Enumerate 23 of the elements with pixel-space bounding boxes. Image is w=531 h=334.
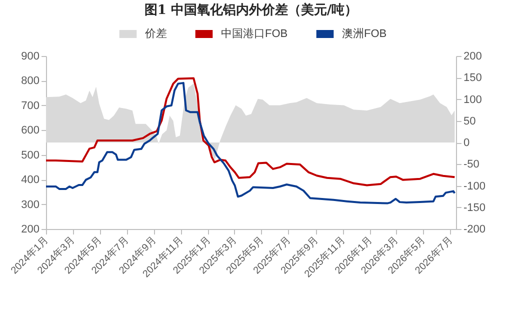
chart-title: 图1 中国氧化铝内外价差（美元/吨） — [144, 2, 358, 18]
y-tick-label: 800 — [21, 75, 40, 88]
y-tick-label: 900 — [21, 50, 40, 62]
y2-tick-label: 0 — [464, 137, 470, 149]
y-tick-label: 200 — [21, 224, 40, 236]
y-tick-label: 600 — [21, 124, 40, 137]
y2-tick-label: -100 — [464, 180, 486, 192]
y2-tick-label: 100 — [464, 94, 482, 106]
y-tick-label: 700 — [21, 100, 40, 112]
y2-tick-label: -50 — [464, 158, 480, 171]
y2-tick-label: 200 — [464, 50, 482, 62]
y2-tick-label: 50 — [464, 115, 476, 128]
y-tick-label: 300 — [21, 198, 40, 211]
y2-tick-label: -200 — [464, 224, 486, 236]
y2-tick-label: -150 — [464, 202, 486, 214]
legend-label: 澳洲FOB — [342, 27, 387, 40]
y-tick-label: 400 — [21, 174, 40, 186]
legend-label: 价差 — [144, 28, 167, 40]
line-series — [45, 77, 456, 186]
y2-tick-label: 150 — [464, 72, 482, 84]
line-series — [45, 82, 456, 204]
legend-label: 中国港口FOB — [221, 27, 288, 40]
y-tick-label: 500 — [21, 149, 40, 162]
